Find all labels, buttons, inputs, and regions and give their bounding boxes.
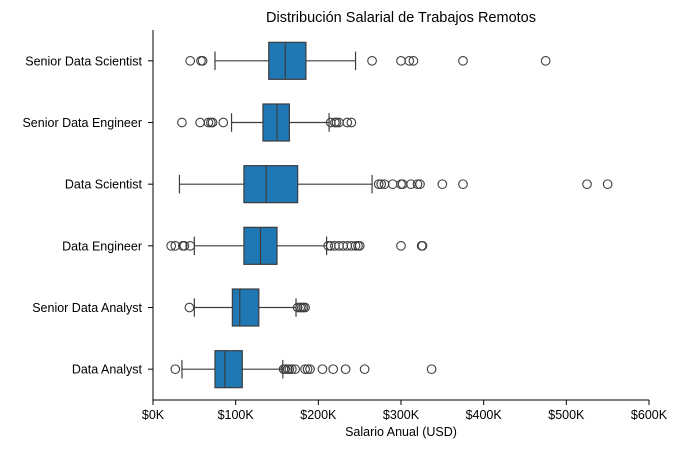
outlier-point (412, 179, 423, 190)
outlier-point (458, 179, 468, 190)
outlier-point (346, 117, 357, 128)
outlier-point (340, 364, 351, 375)
outlier-point (437, 179, 448, 190)
box-group (178, 165, 613, 204)
outlier-point (408, 55, 419, 66)
outlier-point (396, 240, 406, 251)
y-tick-label: Data Analyst (72, 363, 143, 377)
x-tick-label: $0K (142, 408, 165, 422)
outlier-point (166, 240, 177, 251)
outlier-point (185, 240, 196, 251)
outlier-point (415, 179, 425, 190)
outlier-point (367, 55, 377, 66)
outlier-point (417, 240, 428, 251)
iqr-box (231, 288, 260, 327)
iqr-box (268, 41, 307, 80)
outlier-point (184, 302, 195, 313)
iqr-box (243, 165, 299, 204)
x-tick-label: $500K (548, 408, 585, 422)
outlier-point (170, 364, 181, 375)
x-tick-label: $100K (218, 408, 255, 422)
x-tick-label: $400K (466, 408, 503, 422)
chart-title: Distribución Salarial de Trabajos Remoto… (266, 10, 536, 26)
outlier-point (323, 240, 334, 251)
outlier-point (197, 55, 208, 66)
y-tick-label: Data Scientist (65, 178, 143, 192)
outlier-point (290, 364, 301, 375)
x-axis-label: Salario Anual (USD) (345, 425, 457, 439)
y-tick-label: Senior Data Scientist (25, 54, 142, 68)
outlier-point (328, 364, 339, 375)
y-tick-label: Senior Data Analyst (32, 301, 142, 315)
outlier-point (426, 364, 437, 375)
x-tick-label: $300K (383, 408, 420, 422)
outlier-point (354, 240, 365, 251)
outlier-point (331, 117, 342, 128)
box-group (184, 288, 310, 327)
y-tick-label: Data Engineer (62, 239, 142, 253)
outlier-point (387, 179, 398, 190)
outlier-point (602, 179, 613, 190)
outlier-point (396, 55, 406, 66)
outlier-point (179, 240, 190, 251)
iqr-box (214, 350, 243, 389)
outlier-point (317, 364, 328, 375)
box-group (170, 350, 437, 389)
iqr-box (262, 103, 290, 142)
x-tick-label: $200K (300, 408, 337, 422)
outlier-point (177, 117, 187, 128)
outlier-point (302, 364, 313, 375)
outlier-point (350, 240, 361, 251)
outlier-point (305, 364, 315, 375)
outlier-point (203, 117, 214, 128)
outlier-point (280, 364, 291, 375)
outlier-point (458, 55, 468, 66)
outlier-point (582, 179, 592, 190)
outlier-point (207, 117, 218, 128)
x-axis-ticks: $0K $100K $200K $300K $400K $500K $600K (142, 400, 668, 422)
outlier-point (342, 117, 353, 128)
outlier-point (300, 302, 310, 313)
outlier-point (218, 117, 229, 128)
box-group (185, 41, 551, 80)
outlier-point (376, 179, 387, 190)
box-group (177, 103, 357, 142)
outlier-point (195, 117, 205, 128)
outlier-point (373, 179, 384, 190)
plot-area (166, 41, 613, 389)
outlier-point (292, 302, 303, 313)
outlier-point (540, 55, 551, 66)
outlier-point (185, 55, 196, 66)
outlier-point (359, 364, 370, 375)
outlier-point (404, 55, 415, 66)
box-group (166, 226, 428, 265)
outlier-point (287, 364, 297, 375)
outlier-point (284, 364, 295, 375)
y-tick-label: Senior Data Engineer (22, 116, 142, 130)
outlier-point (300, 364, 310, 375)
y-axis-ticks: Senior Data Scientist Senior Data Enginee… (22, 54, 153, 377)
x-tick-label: $600K (631, 408, 668, 422)
